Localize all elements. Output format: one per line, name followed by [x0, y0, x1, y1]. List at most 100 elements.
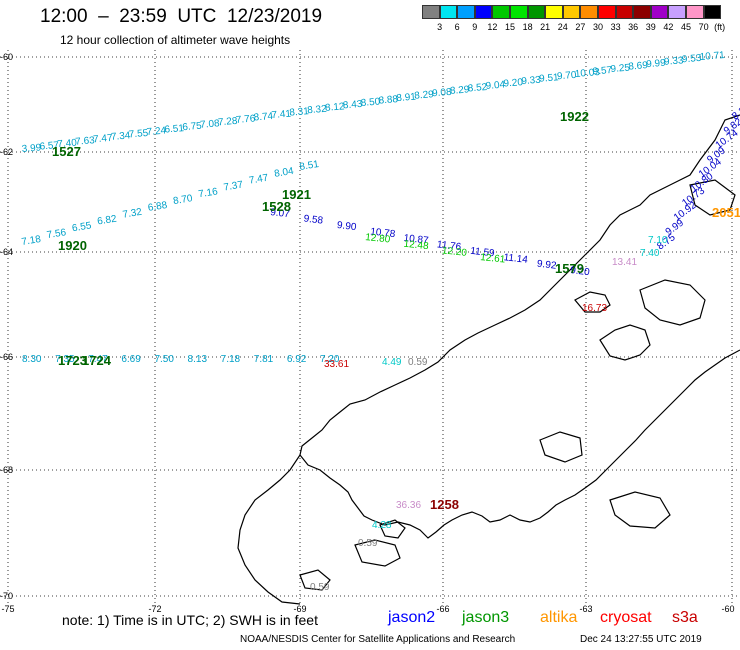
longitude-label: -69 [293, 604, 307, 614]
wave-height-value: 7.47 [88, 354, 108, 365]
legend-swatch [668, 5, 686, 19]
latitude-label: -64 [0, 247, 14, 257]
time-label: 1921 [282, 187, 311, 202]
wave-height-value: 9.57 [592, 65, 613, 78]
wave-height-value: 10.03 [574, 67, 600, 80]
legend-swatch [597, 5, 616, 19]
wave-height-value: 10.87 [403, 233, 430, 247]
wave-height-value: 12.48 [403, 239, 429, 253]
legend-tick-label: 9 [472, 22, 478, 32]
wave-height-value: 7.32 [122, 207, 143, 221]
wave-height-value: 8.50 [360, 96, 381, 109]
legend-tick-label: 21 [540, 22, 551, 32]
credit-text: NOAA/NESDIS Center for Satellite Applica… [240, 634, 516, 645]
wave-height-value: 4.49 [382, 357, 402, 368]
mission-altika: altika [540, 609, 578, 626]
time-label: 1528 [262, 199, 291, 214]
legend-swatch [580, 5, 598, 19]
wave-height-value: 8.30 [730, 102, 740, 123]
legend-swatch [685, 5, 704, 19]
wave-height-value: 0.59 [408, 357, 428, 368]
legend-swatch [492, 5, 510, 19]
time-label: 2051 [712, 205, 740, 220]
wave-height-value: 3.99 [21, 142, 42, 155]
wave-height-value: 7.40 [640, 248, 660, 259]
coastline-island-6 [354, 539, 401, 567]
wave-height-value: 9.51 [539, 72, 560, 85]
wave-height-value: 6.88 [147, 200, 168, 214]
wave-height-value: 12.61 [480, 252, 506, 266]
wave-height-value: 9.58 [303, 213, 324, 226]
wave-height-value: 6.92 [287, 354, 307, 365]
wave-height-value: 10.78 [370, 226, 397, 240]
legend-swatch [703, 5, 722, 19]
legend-swatch [650, 5, 669, 19]
wave-height-value: 10.71 [699, 50, 725, 63]
legend-swatch [615, 5, 634, 19]
time-label: 1527 [52, 144, 81, 159]
graticule [0, 50, 740, 604]
wave-height-value: 9.33 [521, 75, 542, 88]
wave-height-value: 7.56 [46, 227, 67, 241]
coastline-island-8 [609, 491, 671, 529]
wave-height-value: 8.12 [325, 101, 346, 114]
longitude-label: -63 [579, 604, 593, 614]
wave-height-value: 7.20 [320, 354, 340, 365]
wave-height-value: 9.20 [570, 265, 591, 278]
color-legend [422, 5, 722, 19]
wave-height-value: 7.24 [146, 125, 167, 138]
legend-swatch [422, 5, 440, 19]
latitude-label: -68 [0, 465, 14, 475]
mission-s3a: s3a [672, 609, 698, 626]
wave-height-value: 8.29 [450, 84, 471, 97]
wave-height-value: 7.47 [93, 133, 114, 146]
coastline-island-3 [639, 279, 706, 326]
wave-height-value: 6.51 [164, 123, 185, 136]
wave-height-value: 7.18 [21, 234, 42, 248]
wave-height-value: 8.31 [289, 106, 310, 119]
wave-height-value: 9.07 [270, 207, 291, 220]
wave-height-value: 7.76 [235, 113, 256, 126]
time-label: 1579 [555, 261, 584, 276]
coastline-island-2 [574, 291, 611, 313]
wave-height-value: 6.57 [39, 140, 60, 153]
time-label: 1724 [82, 353, 112, 368]
wave-height-value: 11.14 [503, 252, 529, 266]
wave-height-value: 9.70 [557, 70, 578, 83]
wave-height-value: 7.34 [111, 130, 132, 143]
legend-tick-label: 33 [610, 22, 621, 32]
wave-height-value: 8.30 [22, 354, 42, 365]
mission-cryosat: cryosat [600, 609, 652, 626]
wave-height-value: 8.43 [343, 99, 364, 112]
wave-height-value: 9.33 [664, 55, 685, 68]
latitude-label: -62 [0, 147, 14, 157]
legend-swatch [439, 5, 458, 19]
wave-height-value: 13.41 [612, 257, 637, 268]
wave-height-value: 7.18 [221, 354, 241, 365]
wave-height-value: 9.20 [503, 77, 524, 90]
legend-swatch [545, 5, 563, 19]
legend-tick-label: 30 [592, 22, 604, 32]
wave-height-value: 7.47 [248, 173, 269, 187]
wave-height-value: 9.08 [432, 87, 453, 100]
longitude-label: -60 [721, 604, 735, 614]
wave-height-value: 6.82 [97, 214, 118, 228]
legend-swatch [509, 5, 528, 19]
wave-height-value: 7.63 [75, 135, 96, 148]
wave-height-value: 0.59 [310, 582, 330, 593]
wave-height-value: 8.88 [378, 94, 399, 107]
legend-tick-label: 18 [522, 22, 533, 32]
wave-height-value: 8.32 [307, 104, 328, 117]
latitude-label: -70 [0, 591, 14, 601]
wave-height-value: 8.13 [188, 354, 208, 365]
legend-tick-label: 12 [487, 22, 498, 32]
coastline-island-5 [379, 519, 406, 539]
wave-height-value: 7.50 [154, 354, 174, 365]
legend-tick-label: 39 [645, 22, 656, 32]
longitude-label: -66 [436, 604, 450, 614]
wave-height-value: 7.10 [648, 235, 668, 246]
wave-height-value: 6.69 [121, 354, 141, 365]
wave-height-value: 6.75 [182, 121, 203, 134]
wave-height-value: 7.40 [57, 138, 78, 151]
longitude-label: -75 [1, 604, 15, 614]
